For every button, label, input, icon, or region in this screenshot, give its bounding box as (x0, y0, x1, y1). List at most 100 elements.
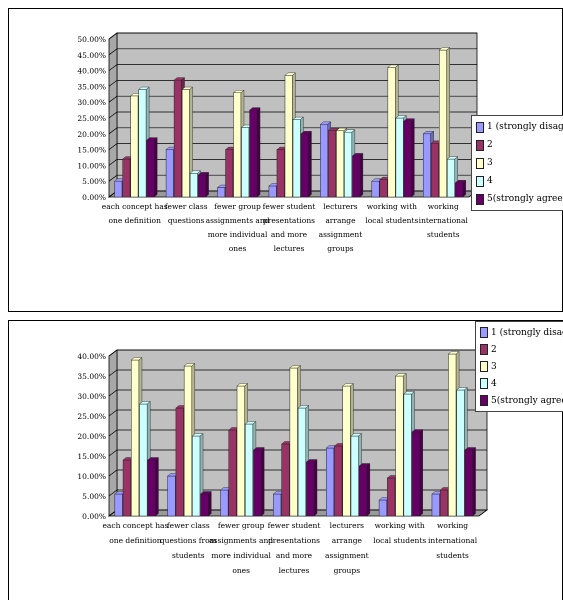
bar-front (352, 155, 361, 198)
bar-side (366, 463, 371, 517)
y-tick-label: 40.00% (77, 352, 106, 361)
y-tick-label: 5.00% (82, 492, 106, 501)
category-label: fewer student (263, 202, 316, 211)
legend-label: 4 (487, 176, 493, 186)
legend-label: 2 (491, 344, 497, 355)
legend-swatch (476, 139, 484, 151)
legend-label: 3 (491, 361, 497, 372)
y-tick-label: 35.00% (77, 82, 106, 91)
category-label: lecturers (330, 521, 364, 530)
category-label: lecturers (323, 202, 357, 211)
bar-front (217, 187, 226, 198)
bar-front (306, 461, 315, 517)
legend-swatch (480, 395, 488, 406)
y-tick-label: 35.00% (77, 372, 106, 381)
bar-front (378, 499, 387, 517)
bar-front (249, 109, 258, 198)
bar-front (292, 119, 301, 198)
bar (358, 463, 371, 517)
category-label: each concept has (102, 202, 168, 211)
category-label: lectures (279, 566, 310, 575)
y-tick-label: 20.00% (77, 432, 106, 441)
bar-side (462, 179, 466, 198)
bar-front (387, 477, 396, 517)
gridline (108, 127, 477, 135)
bar-front (411, 431, 420, 517)
category-label: fewer group (218, 521, 265, 530)
legend-label: 3 (487, 158, 493, 168)
legend-item: 5(strongly agree) (480, 392, 563, 409)
y-tick-label: 30.00% (77, 392, 106, 401)
y-tick-label: 30.00% (77, 98, 106, 107)
bar-front (122, 158, 131, 198)
legend-item: 4 (476, 172, 562, 190)
bar-front (422, 133, 431, 198)
bar-side (260, 447, 265, 517)
category-label: working (428, 202, 459, 211)
y-tick-label: 0.00% (82, 512, 106, 521)
category-label: assignment (325, 551, 369, 560)
bar (411, 429, 424, 517)
category-label: questions (168, 216, 205, 225)
category-label: questions from (160, 536, 217, 545)
gridline (108, 389, 487, 397)
gridline (108, 143, 477, 150)
category-label: fewer group (214, 202, 261, 211)
bar-side (472, 447, 476, 517)
legend-1: 1 (strongly disagree) 2 3 4 5(strongly a… (471, 115, 563, 211)
bar-side (153, 137, 158, 198)
bar-front (281, 443, 290, 517)
bar-front (146, 139, 155, 198)
bar-front (334, 445, 343, 517)
chart-1: 0.00% 5.00% 10.00% 15.00% 20.00% 25.00% 30.00%… (77, 32, 479, 253)
bar-front (448, 353, 457, 517)
bar-front (297, 407, 307, 517)
category-label: international (428, 536, 478, 545)
gridline (108, 409, 487, 417)
y-tick-label: 10.00% (77, 161, 106, 170)
y-tick-label: 5.00% (82, 177, 106, 186)
legend-swatch (476, 121, 484, 133)
legend-item: 1 (strongly disagree) (480, 324, 563, 341)
legend-label: 1 (strongly disagree) (491, 327, 563, 338)
category-label: assignment (319, 230, 363, 239)
category-label: ones (232, 566, 250, 575)
bar-front (233, 92, 242, 198)
bar-front (344, 131, 353, 198)
bar-front (336, 130, 345, 198)
category-label: groups (334, 566, 361, 575)
bar (454, 179, 467, 198)
gridline (108, 429, 487, 437)
bar-front (273, 493, 282, 517)
bar-front (220, 489, 229, 517)
category-label: working (437, 521, 468, 530)
bar-front (371, 180, 380, 198)
legend-label: 5(strongly agree) (491, 395, 563, 406)
bar-front (122, 459, 131, 517)
bar-side (155, 457, 159, 517)
legend-swatch (480, 327, 488, 338)
bar-front (328, 130, 337, 198)
legend-label: 2 (487, 140, 493, 150)
legend-swatch (476, 175, 484, 187)
gridline (108, 349, 487, 357)
legend-item: 3 (476, 154, 562, 172)
category-label: working with (367, 202, 417, 211)
bar-side (359, 152, 364, 198)
gridline (108, 64, 477, 71)
bar-front (342, 385, 351, 517)
bar-front (464, 449, 473, 517)
bar-front (431, 493, 440, 517)
category-label: assignments and (209, 536, 273, 545)
bar (403, 118, 415, 198)
gridline (108, 95, 477, 103)
bar-side (208, 491, 212, 517)
bar (351, 152, 364, 198)
legend-swatch (480, 361, 488, 372)
category-label: presentations (268, 536, 320, 545)
bar-front (403, 120, 412, 198)
chart-panel-1: 0.00% 5.00% 10.00% 15.00% 20.00% 25.00% 30.00%… (8, 8, 563, 312)
bar (300, 130, 313, 198)
y-tick-label: 10.00% (77, 472, 106, 481)
bar-side (313, 459, 318, 517)
